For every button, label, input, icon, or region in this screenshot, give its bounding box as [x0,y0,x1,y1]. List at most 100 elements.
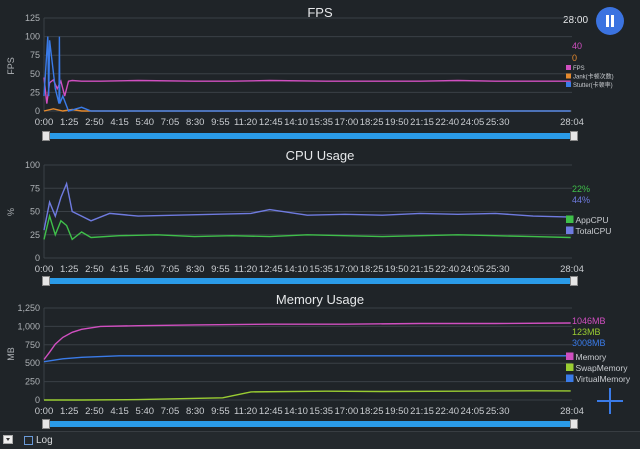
cpu-scroll-handle-left[interactable] [42,276,50,286]
x-tick-label: 22:40 [435,264,459,275]
y-tick-label: 0 [35,395,40,405]
memory-time-scrollbar[interactable] [42,419,578,429]
fps-chart-title: FPS [307,5,333,20]
series-line-1 [44,390,571,401]
legend-label: TotalCPU [576,226,612,236]
x-tick-label: 25:30 [486,117,510,128]
y-tick-label: 1,000 [17,321,40,331]
x-tick-label: 1:25 [60,406,79,417]
x-tick-label: 28:04 [560,406,584,417]
x-tick-label: 22:40 [435,406,459,417]
x-tick-label: 21:15 [410,264,434,275]
x-tick-label: 0:00 [35,264,54,275]
add-icon[interactable] [597,388,623,414]
bottom-bar: Log [0,431,640,449]
y-axis-label: FPS [6,57,16,75]
x-tick-label: 21:15 [410,117,434,128]
dropdown-toggle-icon[interactable] [3,435,13,444]
x-tick-label: 5:40 [136,406,155,417]
legend-swatch [566,226,574,234]
x-tick-label: 15:35 [309,117,333,128]
legend-swatch [566,374,574,382]
legend-label: Stutter(卡顿率) [573,81,613,89]
cpu-time-scrollbar[interactable] [42,276,578,286]
y-tick-label: 0 [35,253,40,263]
legend-swatch [566,65,571,70]
legend-swatch [566,352,574,360]
legend-label: Memory [576,352,607,362]
series-line-2 [43,355,571,363]
x-tick-label: 11:20 [234,406,257,417]
memory-scroll-handle-right[interactable] [570,419,578,429]
y-tick-label: 500 [25,358,40,368]
cpu-scroll-handle-right[interactable] [570,276,578,286]
x-tick-label: 7:05 [161,117,180,128]
x-tick-label: 2:50 [85,264,104,275]
x-tick-label: 19:50 [385,264,409,275]
memory-chart: 0 250 500 750 1,000 1,250 MB 0:00 1:25 2:50 4:15 5:… [6,303,631,417]
x-tick-label: 4:15 [110,117,129,128]
legend-label: FPS [573,66,585,72]
x-tick-label: 18:25 [360,117,384,128]
legend-swatch [566,215,574,223]
pause-button[interactable] [596,7,624,35]
x-tick-label: 18:25 [360,264,384,275]
x-tick-label: 9:55 [211,406,230,417]
x-tick-label: 28:04 [560,264,584,275]
x-tick-label: 7:05 [161,406,180,417]
log-checkbox[interactable] [24,436,33,445]
x-tick-label: 8:30 [186,264,205,275]
y-tick-label: 50 [30,69,40,79]
fps-scroll-handle-left[interactable] [42,131,50,141]
cpu-chart-title: CPU Usage [285,148,355,163]
x-tick-label: 5:40 [136,264,155,275]
x-tick-label: 9:55 [211,117,230,128]
x-tick-label: 17:00 [335,264,359,275]
x-tick-label: 15:35 [309,264,333,275]
x-tick-label: 2:50 [85,406,104,417]
x-tick-label: 17:00 [335,117,359,128]
series-line-1 [43,181,571,231]
y-tick-label: 25 [30,230,40,240]
x-tick-label: 11:20 [234,117,257,128]
elapsed-time: 28:00 [563,15,589,26]
x-tick-label: 4:15 [110,406,129,417]
x-tick-label: 24:05 [461,117,485,128]
x-tick-label: 15:35 [309,406,333,417]
series-line-0 [43,213,571,241]
x-tick-label: 25:30 [486,264,510,275]
memory-chart-title: Memory Usage [275,292,365,307]
y-tick-label: 25 [30,87,40,97]
x-tick-label: 2:50 [85,117,104,128]
current-value-label: 22% [572,184,590,194]
y-tick-label: 75 [30,50,40,60]
x-tick-label: 14:10 [284,117,308,128]
legend-swatch [566,82,571,87]
x-tick-label: 0:00 [35,406,54,417]
series-line-0 [43,77,571,104]
x-tick-label: 12:45 [259,264,283,275]
x-tick-label: 5:40 [136,117,155,128]
x-tick-label: 19:50 [385,117,409,128]
x-tick-label: 14:10 [284,264,308,275]
series-line-0 [43,322,571,360]
fps-scroll-handle-right[interactable] [570,131,578,141]
current-value-label: 44% [572,195,590,205]
x-tick-label: 21:15 [410,406,434,417]
x-tick-label: 22:40 [435,117,459,128]
legend-label: SwapMemory [576,363,629,373]
x-tick-label: 18:25 [360,406,384,417]
legend-swatch [566,73,571,79]
x-tick-label: 24:05 [461,264,485,275]
x-tick-label: 8:30 [186,406,205,417]
memory-scroll-handle-left[interactable] [42,419,50,429]
y-tick-label: 75 [30,183,40,193]
fps-panel: FPS 0 25 50 75 100 125 FPS 0:00 1:25 2:50 4:15 5:40… [0,0,640,145]
y-tick-label: 0 [35,106,40,116]
fps-time-scrollbar[interactable] [42,131,578,141]
x-tick-label: 19:50 [385,406,409,417]
x-tick-label: 25:30 [486,406,510,417]
current-value-label: 123MB [572,327,601,337]
x-tick-label: 11:20 [234,264,257,275]
